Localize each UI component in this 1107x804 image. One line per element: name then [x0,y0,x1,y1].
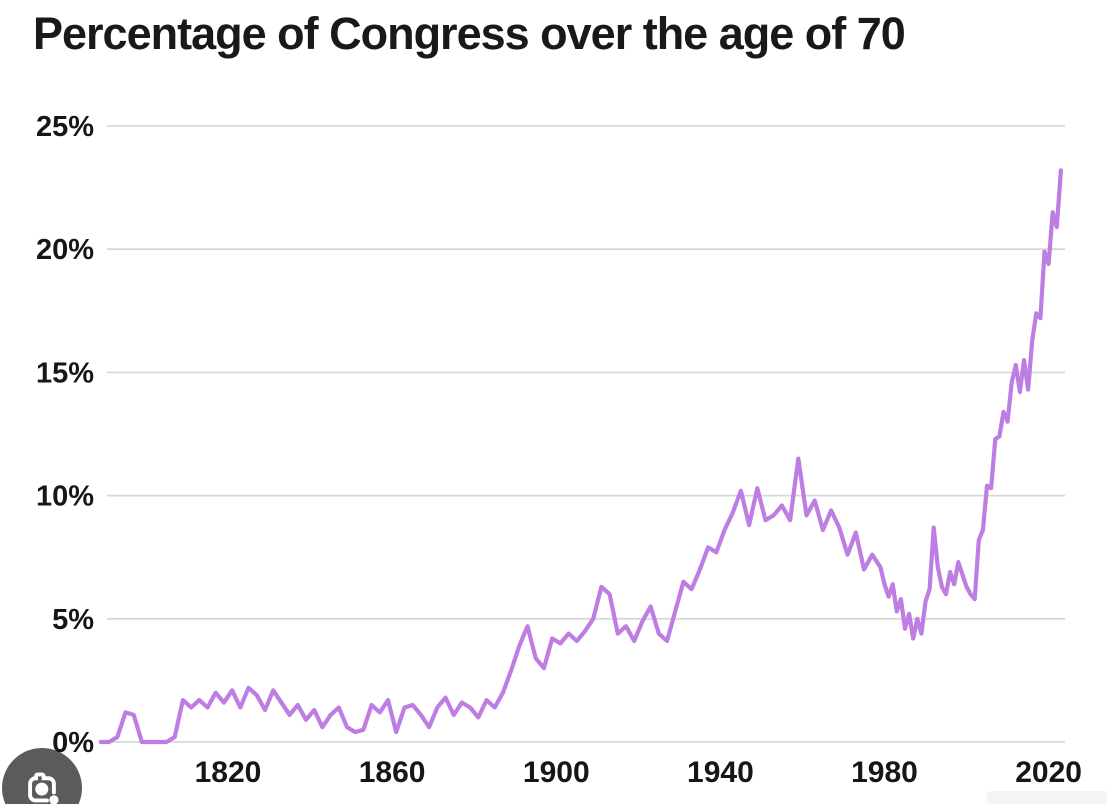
x-tick-label: 1900 [523,756,590,789]
x-tick-label: 1980 [851,756,918,789]
y-tick-label: 5% [52,604,94,636]
bottom-right-bar [986,791,1107,804]
camera-lens-icon [28,772,59,804]
x-tick-label: 1820 [195,756,262,789]
y-tick-label: 25% [36,111,94,143]
y-tick-label: 10% [36,481,94,513]
chart-title: Percentage of Congress over the age of 7… [33,8,906,59]
y-tick-label: 15% [36,357,94,389]
x-tick-label: 1940 [687,756,754,789]
y-tick-label: 0% [52,727,94,759]
x-tick-label: 2020 [1015,756,1082,789]
x-tick-label: 1860 [359,756,426,789]
y-tick-label: 20% [36,234,94,266]
reverse-image-search-button[interactable] [2,748,82,804]
data-line [98,168,1064,745]
